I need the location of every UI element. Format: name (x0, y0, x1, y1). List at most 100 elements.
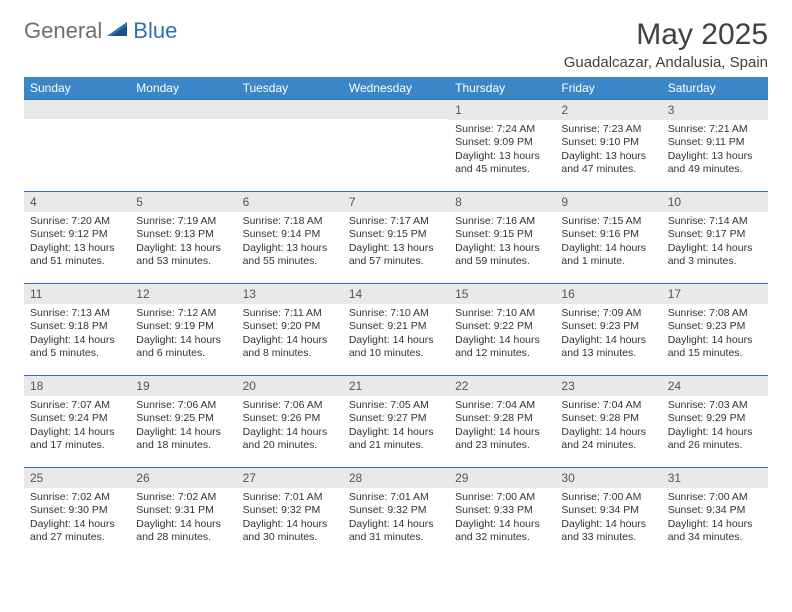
day-number: 9 (555, 192, 661, 212)
sunset-line: Sunset: 9:24 PM (30, 412, 124, 425)
sunset-line: Sunset: 9:32 PM (349, 504, 443, 517)
daylight-line: Daylight: 14 hours and 13 minutes. (561, 334, 655, 361)
sunrise-line: Sunrise: 7:09 AM (561, 307, 655, 320)
calendar-day-cell: 24Sunrise: 7:03 AMSunset: 9:29 PMDayligh… (662, 376, 768, 468)
day-number: 19 (130, 376, 236, 396)
dow-thursday: Thursday (449, 77, 555, 100)
daylight-line: Daylight: 14 hours and 18 minutes. (136, 426, 230, 453)
sunrise-line: Sunrise: 7:10 AM (349, 307, 443, 320)
sunrise-line: Sunrise: 7:23 AM (561, 123, 655, 136)
sunset-line: Sunset: 9:26 PM (243, 412, 337, 425)
day-number: 18 (24, 376, 130, 396)
sunset-line: Sunset: 9:32 PM (243, 504, 337, 517)
calendar-day-cell: 25Sunrise: 7:02 AMSunset: 9:30 PMDayligh… (24, 468, 130, 560)
day-number: 25 (24, 468, 130, 488)
daylight-line: Daylight: 14 hours and 32 minutes. (455, 518, 549, 545)
day-number: 13 (237, 284, 343, 304)
calendar-day-cell: 5Sunrise: 7:19 AMSunset: 9:13 PMDaylight… (130, 192, 236, 284)
day-number: 15 (449, 284, 555, 304)
dow-saturday: Saturday (662, 77, 768, 100)
day-number: 31 (662, 468, 768, 488)
day-details: Sunrise: 7:05 AMSunset: 9:27 PMDaylight:… (343, 396, 449, 455)
location-label: Guadalcazar, Andalusia, Spain (564, 54, 768, 71)
day-details: Sunrise: 7:21 AMSunset: 9:11 PMDaylight:… (662, 120, 768, 179)
day-number: 30 (555, 468, 661, 488)
day-number: 21 (343, 376, 449, 396)
sunset-line: Sunset: 9:28 PM (455, 412, 549, 425)
sunrise-line: Sunrise: 7:02 AM (30, 491, 124, 504)
day-number: 20 (237, 376, 343, 396)
day-details: Sunrise: 7:09 AMSunset: 9:23 PMDaylight:… (555, 304, 661, 363)
brand-triangle-icon (107, 20, 131, 43)
day-number (24, 100, 130, 119)
daylight-line: Daylight: 14 hours and 3 minutes. (668, 242, 762, 269)
sunset-line: Sunset: 9:14 PM (243, 228, 337, 241)
calendar-table: Sunday Monday Tuesday Wednesday Thursday… (24, 77, 768, 560)
sunrise-line: Sunrise: 7:18 AM (243, 215, 337, 228)
sunset-line: Sunset: 9:22 PM (455, 320, 549, 333)
day-number: 12 (130, 284, 236, 304)
day-details: Sunrise: 7:19 AMSunset: 9:13 PMDaylight:… (130, 212, 236, 271)
daylight-line: Daylight: 14 hours and 33 minutes. (561, 518, 655, 545)
dow-wednesday: Wednesday (343, 77, 449, 100)
day-details: Sunrise: 7:04 AMSunset: 9:28 PMDaylight:… (449, 396, 555, 455)
daylight-line: Daylight: 14 hours and 31 minutes. (349, 518, 443, 545)
day-number: 5 (130, 192, 236, 212)
daylight-line: Daylight: 14 hours and 34 minutes. (668, 518, 762, 545)
daylight-line: Daylight: 14 hours and 20 minutes. (243, 426, 337, 453)
calendar-day-cell: 20Sunrise: 7:06 AMSunset: 9:26 PMDayligh… (237, 376, 343, 468)
sunset-line: Sunset: 9:34 PM (668, 504, 762, 517)
sunrise-line: Sunrise: 7:06 AM (243, 399, 337, 412)
calendar-day-cell: 18Sunrise: 7:07 AMSunset: 9:24 PMDayligh… (24, 376, 130, 468)
daylight-line: Daylight: 14 hours and 10 minutes. (349, 334, 443, 361)
day-number: 11 (24, 284, 130, 304)
calendar-day-cell: 22Sunrise: 7:04 AMSunset: 9:28 PMDayligh… (449, 376, 555, 468)
day-details: Sunrise: 7:15 AMSunset: 9:16 PMDaylight:… (555, 212, 661, 271)
day-details: Sunrise: 7:00 AMSunset: 9:33 PMDaylight:… (449, 488, 555, 547)
daylight-line: Daylight: 14 hours and 6 minutes. (136, 334, 230, 361)
sunrise-line: Sunrise: 7:16 AM (455, 215, 549, 228)
brand-logo: General Blue (24, 18, 177, 44)
day-details: Sunrise: 7:03 AMSunset: 9:29 PMDaylight:… (662, 396, 768, 455)
day-number: 28 (343, 468, 449, 488)
sunrise-line: Sunrise: 7:04 AM (455, 399, 549, 412)
calendar-day-cell: 28Sunrise: 7:01 AMSunset: 9:32 PMDayligh… (343, 468, 449, 560)
dow-friday: Friday (555, 77, 661, 100)
sunset-line: Sunset: 9:11 PM (668, 136, 762, 149)
daylight-line: Daylight: 14 hours and 26 minutes. (668, 426, 762, 453)
calendar-day-cell: 16Sunrise: 7:09 AMSunset: 9:23 PMDayligh… (555, 284, 661, 376)
day-details: Sunrise: 7:04 AMSunset: 9:28 PMDaylight:… (555, 396, 661, 455)
sunrise-line: Sunrise: 7:17 AM (349, 215, 443, 228)
calendar-day-cell: 12Sunrise: 7:12 AMSunset: 9:19 PMDayligh… (130, 284, 236, 376)
sunset-line: Sunset: 9:23 PM (668, 320, 762, 333)
calendar-week-row: 4Sunrise: 7:20 AMSunset: 9:12 PMDaylight… (24, 192, 768, 284)
calendar-week-row: 11Sunrise: 7:13 AMSunset: 9:18 PMDayligh… (24, 284, 768, 376)
sunset-line: Sunset: 9:30 PM (30, 504, 124, 517)
brand-part1: General (24, 18, 102, 44)
day-details: Sunrise: 7:06 AMSunset: 9:26 PMDaylight:… (237, 396, 343, 455)
day-details: Sunrise: 7:00 AMSunset: 9:34 PMDaylight:… (662, 488, 768, 547)
day-number: 22 (449, 376, 555, 396)
day-number: 7 (343, 192, 449, 212)
day-number: 17 (662, 284, 768, 304)
day-details: Sunrise: 7:17 AMSunset: 9:15 PMDaylight:… (343, 212, 449, 271)
sunrise-line: Sunrise: 7:01 AM (243, 491, 337, 504)
sunrise-line: Sunrise: 7:19 AM (136, 215, 230, 228)
sunset-line: Sunset: 9:18 PM (30, 320, 124, 333)
day-details: Sunrise: 7:18 AMSunset: 9:14 PMDaylight:… (237, 212, 343, 271)
sunset-line: Sunset: 9:28 PM (561, 412, 655, 425)
sunrise-line: Sunrise: 7:06 AM (136, 399, 230, 412)
day-number: 6 (237, 192, 343, 212)
day-number: 26 (130, 468, 236, 488)
sunrise-line: Sunrise: 7:11 AM (243, 307, 337, 320)
calendar-day-cell (343, 100, 449, 192)
calendar-day-cell: 10Sunrise: 7:14 AMSunset: 9:17 PMDayligh… (662, 192, 768, 284)
calendar-day-cell: 30Sunrise: 7:00 AMSunset: 9:34 PMDayligh… (555, 468, 661, 560)
daylight-line: Daylight: 13 hours and 55 minutes. (243, 242, 337, 269)
daylight-line: Daylight: 14 hours and 1 minute. (561, 242, 655, 269)
daylight-line: Daylight: 13 hours and 51 minutes. (30, 242, 124, 269)
calendar-day-cell: 7Sunrise: 7:17 AMSunset: 9:15 PMDaylight… (343, 192, 449, 284)
daylight-line: Daylight: 13 hours and 49 minutes. (668, 150, 762, 177)
sunset-line: Sunset: 9:34 PM (561, 504, 655, 517)
day-details: Sunrise: 7:16 AMSunset: 9:15 PMDaylight:… (449, 212, 555, 271)
